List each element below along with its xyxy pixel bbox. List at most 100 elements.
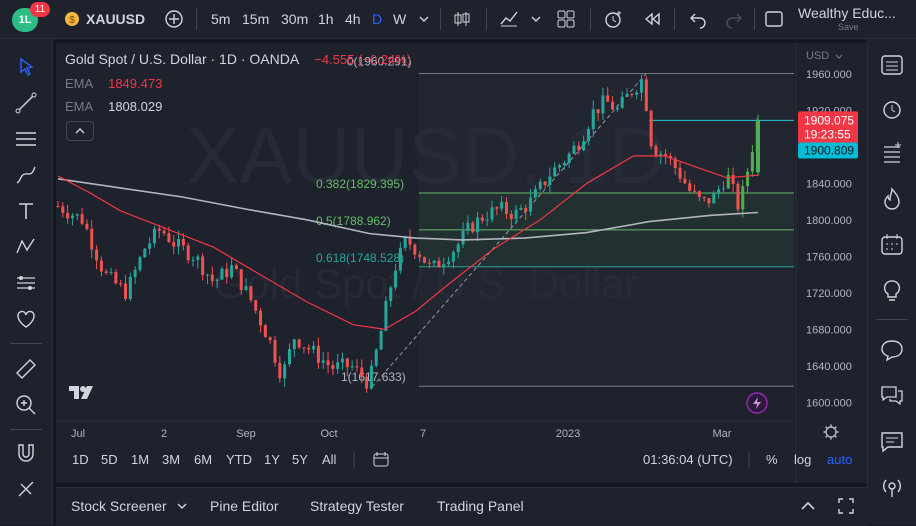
- candle: [181, 233, 185, 251]
- magnet-icon[interactable]: [12, 439, 40, 467]
- candle: [249, 285, 253, 303]
- candle-body: [630, 94, 634, 96]
- candle: [577, 141, 581, 155]
- fullscreen-square-icon[interactable]: [764, 9, 784, 29]
- prediction-icon[interactable]: [12, 269, 40, 297]
- heart-icon[interactable]: [12, 305, 40, 333]
- auto-scale-toggle[interactable]: auto: [827, 452, 852, 467]
- interval-1h[interactable]: 1h: [318, 11, 334, 27]
- chevron-up-icon[interactable]: [800, 498, 816, 514]
- price-tick: 1960.000: [806, 69, 852, 81]
- tab-trading-panel[interactable]: Trading Panel: [437, 498, 524, 514]
- interval-1w[interactable]: W: [393, 11, 407, 27]
- candle-body: [336, 362, 340, 369]
- candle: [620, 91, 624, 110]
- zoom-in-icon[interactable]: [12, 391, 40, 419]
- pattern-icon[interactable]: [12, 233, 40, 261]
- cursor-icon[interactable]: [12, 53, 40, 81]
- svg-text:$: $: [69, 15, 75, 26]
- candle: [509, 210, 513, 227]
- interval-30m[interactable]: 30m: [281, 11, 309, 27]
- candle-body: [148, 243, 152, 249]
- messages-icon[interactable]: [878, 427, 906, 455]
- tab-stock-screener[interactable]: Stock Screener: [71, 498, 167, 514]
- price-tick: 1760.000: [806, 251, 852, 263]
- settings-gear-icon[interactable]: [823, 424, 839, 440]
- ema-slow-legend[interactable]: EMA 1808.029: [65, 99, 162, 114]
- hotlist-flame-icon[interactable]: [878, 185, 906, 213]
- undo-icon[interactable]: [688, 9, 708, 29]
- candle: [693, 184, 697, 193]
- price-chart[interactable]: XAUUSD, 1D Gold Spot / U.S. Dollar 0(1960.…: [56, 43, 868, 483]
- log-scale-toggle[interactable]: log: [794, 452, 811, 467]
- brush-icon[interactable]: [12, 161, 40, 189]
- interval-15m[interactable]: 15m: [242, 11, 270, 27]
- chat-bubble-icon[interactable]: [878, 335, 906, 363]
- timeframe-5y[interactable]: 5Y: [292, 452, 308, 467]
- interval-4h[interactable]: 4h: [345, 11, 361, 27]
- add-symbol-icon[interactable]: [164, 9, 184, 29]
- interval-1d[interactable]: D: [372, 11, 383, 27]
- candle-body: [408, 237, 412, 245]
- candle: [278, 355, 282, 383]
- timeframe-1d[interactable]: 1D: [72, 452, 89, 467]
- interval-5m[interactable]: 5m: [211, 11, 231, 27]
- candle-body: [615, 107, 619, 110]
- chevron-down-icon[interactable]: [418, 14, 430, 24]
- alerts-clock-icon[interactable]: [878, 95, 906, 123]
- calendar-icon[interactable]: [878, 231, 906, 259]
- candle-body: [500, 201, 504, 209]
- tab-strategy-tester[interactable]: Strategy Tester: [310, 498, 404, 514]
- chart-pane[interactable]: XAUUSD, 1D Gold Spot / U.S. Dollar 0(1960.…: [56, 43, 868, 483]
- timeframe-3m[interactable]: 3M: [162, 452, 180, 467]
- replay-icon[interactable]: [642, 9, 662, 29]
- save-label[interactable]: Save: [838, 22, 859, 32]
- gold-coin-icon: $: [65, 12, 79, 26]
- chevron-down-icon[interactable]: [176, 501, 188, 511]
- ideas-lightbulb-icon[interactable]: [878, 277, 906, 305]
- timeframe-6m[interactable]: 6M: [194, 452, 212, 467]
- horizontal-lines-icon[interactable]: [12, 125, 40, 153]
- timeframe-all[interactable]: All: [322, 452, 337, 467]
- candle: [697, 190, 701, 202]
- candle-body: [205, 274, 209, 276]
- data-window-icon[interactable]: [878, 139, 906, 167]
- timeframe-5d[interactable]: 5D: [101, 452, 118, 467]
- timeframe-1m[interactable]: 1M: [131, 452, 149, 467]
- percent-scale-toggle[interactable]: %: [766, 452, 778, 467]
- alert-clock-icon[interactable]: [602, 8, 624, 30]
- layout-grid-icon[interactable]: [556, 9, 576, 29]
- candle: [490, 200, 494, 223]
- trend-line-icon[interactable]: [12, 89, 40, 117]
- account-name[interactable]: Wealthy Educ...: [798, 5, 896, 21]
- text-tool-icon[interactable]: [12, 197, 40, 225]
- collapse-legend-button[interactable]: [66, 121, 94, 141]
- date-range-icon[interactable]: [373, 452, 389, 467]
- redo-icon[interactable]: [724, 9, 744, 29]
- ruler-icon[interactable]: [12, 355, 40, 383]
- watchlist-icon[interactable]: [878, 51, 906, 79]
- candle: [668, 152, 672, 166]
- lock-drawings-icon[interactable]: [12, 475, 40, 503]
- candle-body: [673, 158, 677, 168]
- chevron-down-icon[interactable]: [530, 14, 542, 24]
- candle-body: [456, 244, 460, 253]
- candle: [90, 220, 94, 259]
- streams-icon[interactable]: [878, 473, 906, 501]
- tradingview-logo-icon[interactable]: [68, 383, 102, 403]
- lightning-alert-icon[interactable]: [746, 392, 768, 414]
- candles-icon[interactable]: [452, 9, 472, 29]
- timeframe-ytd[interactable]: YTD: [226, 452, 252, 467]
- candle-body: [302, 347, 306, 349]
- candle: [128, 272, 132, 302]
- candle-body: [461, 230, 465, 245]
- candle: [95, 245, 99, 270]
- timeframe-1y[interactable]: 1Y: [264, 452, 280, 467]
- tab-pine-editor[interactable]: Pine Editor: [210, 498, 279, 514]
- symbol-search[interactable]: XAUUSD: [86, 11, 146, 27]
- maximize-icon[interactable]: [837, 497, 855, 515]
- ema-fast-legend[interactable]: EMA 1849.473: [65, 76, 162, 91]
- indicators-icon[interactable]: [499, 8, 519, 28]
- chats-icon[interactable]: [878, 381, 906, 409]
- candle: [485, 211, 489, 227]
